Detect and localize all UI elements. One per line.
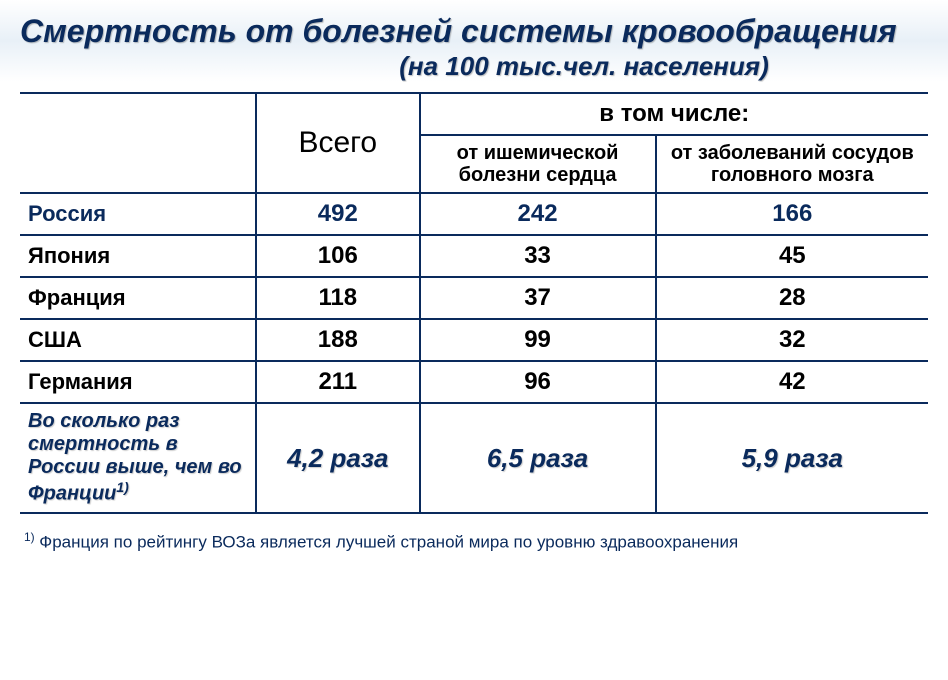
cell-country: Франция <box>20 277 256 319</box>
cell-c1: 33 <box>420 235 656 277</box>
footnote: 1) Франция по рейтингу ВОЗа является луч… <box>20 530 928 553</box>
table-row: Япония1063345 <box>20 235 928 277</box>
cell-country: Япония <box>20 235 256 277</box>
slide-subtitle: (на 100 тыс.чел. населения) <box>20 51 928 82</box>
table-header-row-1: Всего в том числе: <box>20 93 928 135</box>
cell-total: 492 <box>256 193 419 235</box>
table-body: Россия492242166Япония1063345Франция11837… <box>20 193 928 513</box>
ratio-row: Во сколько раз смертность в России выше,… <box>20 403 928 513</box>
cell-c1: 37 <box>420 277 656 319</box>
cell-c2: 32 <box>656 319 928 361</box>
cell-c1: 96 <box>420 361 656 403</box>
header-total: Всего <box>256 93 419 193</box>
ratio-c2: 5,9 раза <box>656 403 928 513</box>
slide-title: Смертность от болезней системы кровообра… <box>20 14 928 49</box>
cell-c1: 242 <box>420 193 656 235</box>
cell-c2: 166 <box>656 193 928 235</box>
table-row: Франция1183728 <box>20 277 928 319</box>
cell-c2: 45 <box>656 235 928 277</box>
table-row: США1889932 <box>20 319 928 361</box>
ratio-total: 4,2 раза <box>256 403 419 513</box>
table-row: Россия492242166 <box>20 193 928 235</box>
table-row: Германия2119642 <box>20 361 928 403</box>
cell-total: 118 <box>256 277 419 319</box>
cell-country: Германия <box>20 361 256 403</box>
slide: Смертность от болезней системы кровообра… <box>0 0 948 553</box>
header-blank <box>20 93 256 193</box>
cell-country: Россия <box>20 193 256 235</box>
header-sub-1: от ишемической болезни сердца <box>420 135 656 193</box>
cell-total: 188 <box>256 319 419 361</box>
cell-c2: 42 <box>656 361 928 403</box>
cell-c2: 28 <box>656 277 928 319</box>
cell-c1: 99 <box>420 319 656 361</box>
ratio-c1: 6,5 раза <box>420 403 656 513</box>
cell-total: 211 <box>256 361 419 403</box>
ratio-label: Во сколько раз смертность в России выше,… <box>20 403 256 513</box>
header-group: в том числе: <box>420 93 928 135</box>
cell-country: США <box>20 319 256 361</box>
mortality-table: Всего в том числе: от ишемической болезн… <box>20 92 928 514</box>
header-sub-2: от заболеваний сосудов головного мозга <box>656 135 928 193</box>
cell-total: 106 <box>256 235 419 277</box>
